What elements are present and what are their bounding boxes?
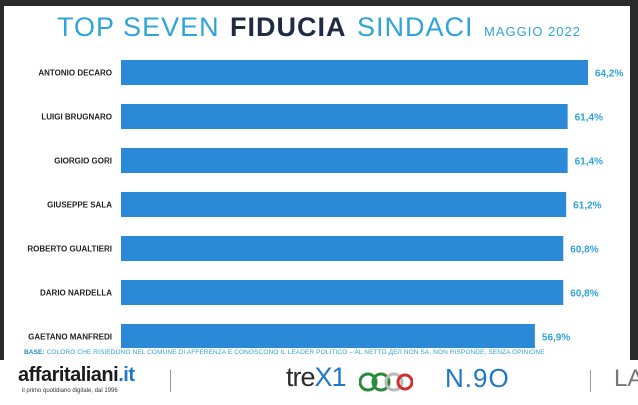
bar (121, 324, 535, 348)
bar (121, 148, 568, 173)
bar (121, 192, 567, 217)
n90-logo[interactable]: N.9O (445, 363, 510, 393)
value-label: 61,4% (575, 113, 603, 124)
affaritaliani-logo[interactable]: affaritaliani.it (18, 364, 135, 387)
category-label: ROBERTO GUALTIERI (27, 245, 112, 254)
italian-rings-icon (359, 372, 413, 392)
affaritaliani-logo-main: affaritaliani (18, 364, 119, 386)
bar (121, 104, 568, 129)
value-label: 60,8% (570, 245, 598, 256)
category-label: LUIGI BRUGNARO (41, 113, 112, 122)
title-part-fiducia: FIDUCIA (230, 12, 347, 42)
bar (121, 236, 564, 261)
trex-logo-main: tre (286, 362, 315, 392)
value-label: 56,9% (542, 333, 570, 344)
affaritaliani-logo-suffix: .it (118, 364, 135, 386)
left-frame-edge (0, 0, 4, 405)
category-label: DARIO NARDELLA (40, 289, 112, 298)
category-label: GIORGIO GORI (54, 157, 112, 166)
value-label: 61,2% (573, 201, 601, 212)
value-label: 64,2% (595, 69, 623, 80)
footer-logos: affaritaliani.it il primo quotidiano dig… (0, 360, 638, 405)
lab-logo[interactable]: LAI (614, 365, 638, 392)
category-label: GAETANO MANFREDI (28, 333, 112, 342)
bar (121, 280, 564, 305)
trex-logo-x: X1 (314, 362, 347, 392)
title-date: MAGGIO 2022 (483, 24, 581, 39)
value-label: 60,8% (570, 289, 598, 300)
top-frame-edge (0, 0, 638, 6)
footnote-label: BASE: (24, 349, 45, 356)
bar-chart: ANTONIO DECARO 64,2% LUIGI BRUGNARO 61,4% GI… (27, 60, 623, 348)
affaritaliani-tagline: il primo quotidiano digitale, dal 1996 (22, 388, 118, 394)
footer-separator (590, 370, 591, 392)
value-label: 61,4% (575, 157, 603, 168)
bar (121, 60, 588, 85)
right-frame-edge (630, 0, 638, 405)
category-label: ANTONIO DECARO (38, 69, 112, 78)
title-part-sindaci: SINDACI (357, 12, 474, 42)
footnote-text: COLORO CHE RISIEDONO NEL COMUNE DI AFFER… (44, 349, 545, 356)
category-label: GIUSEPPE SALA (47, 201, 112, 210)
footer-separator (170, 370, 171, 392)
chart-title: TOP SEVEN FIDUCIA SINDACI MAGGIO 2022 (0, 12, 638, 43)
footnote: BASE: COLORO CHE RISIEDONO NEL COMUNE DI… (24, 349, 624, 356)
trex-logo[interactable]: treX1 (286, 362, 347, 393)
title-part-top-seven: TOP SEVEN (57, 12, 220, 42)
